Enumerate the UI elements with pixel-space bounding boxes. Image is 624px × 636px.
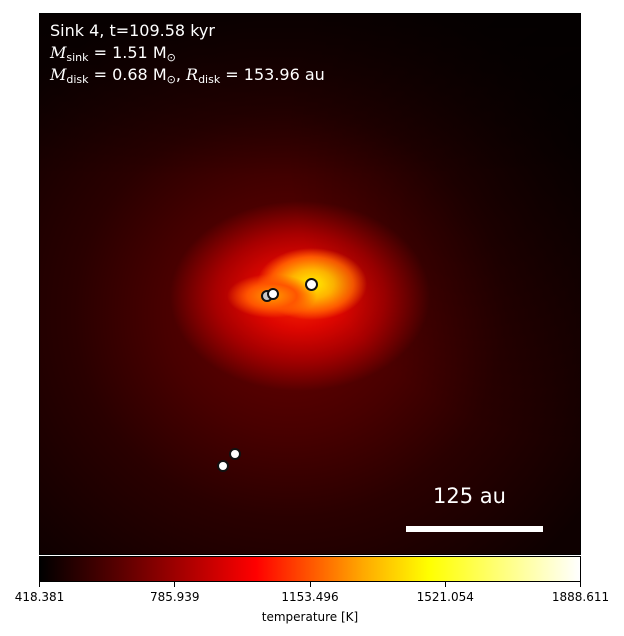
- scale-bar: [406, 526, 543, 532]
- colorbar: [39, 556, 581, 582]
- sink-marker-primary: [305, 278, 318, 291]
- colorbar-tick: [174, 582, 176, 587]
- scale-bar-label: 125 au: [433, 484, 506, 508]
- sink-marker: [267, 288, 279, 300]
- colorbar-tick-label: 785.939: [149, 590, 200, 604]
- sink-marker: [217, 460, 229, 472]
- colorbar-tick: [39, 582, 40, 587]
- sink-time-label: Sink 4, t=109.58 kyr: [50, 21, 215, 40]
- colorbar-tick-label: 1888.611: [551, 590, 610, 604]
- colorbar-tick-label: 1153.496: [281, 590, 339, 604]
- colorbar-tick: [444, 582, 446, 587]
- temperature-map: Sink 4, t=109.58 kyr Msink = 1.51 M⊙ Mdi…: [39, 13, 581, 555]
- sink-mass-label: Msink = 1.51 M⊙: [50, 43, 176, 64]
- colorbar-label: temperature [K]: [261, 610, 359, 624]
- colorbar-tick-label: 418.381: [14, 590, 65, 604]
- colorbar-tick: [580, 582, 581, 587]
- sink-marker: [229, 448, 241, 460]
- colorbar-tick: [309, 582, 311, 587]
- colorbar-tick-label: 1521.054: [416, 590, 474, 604]
- disk-properties-label: Mdisk = 0.68 M⊙, Rdisk = 153.96 au: [50, 65, 325, 86]
